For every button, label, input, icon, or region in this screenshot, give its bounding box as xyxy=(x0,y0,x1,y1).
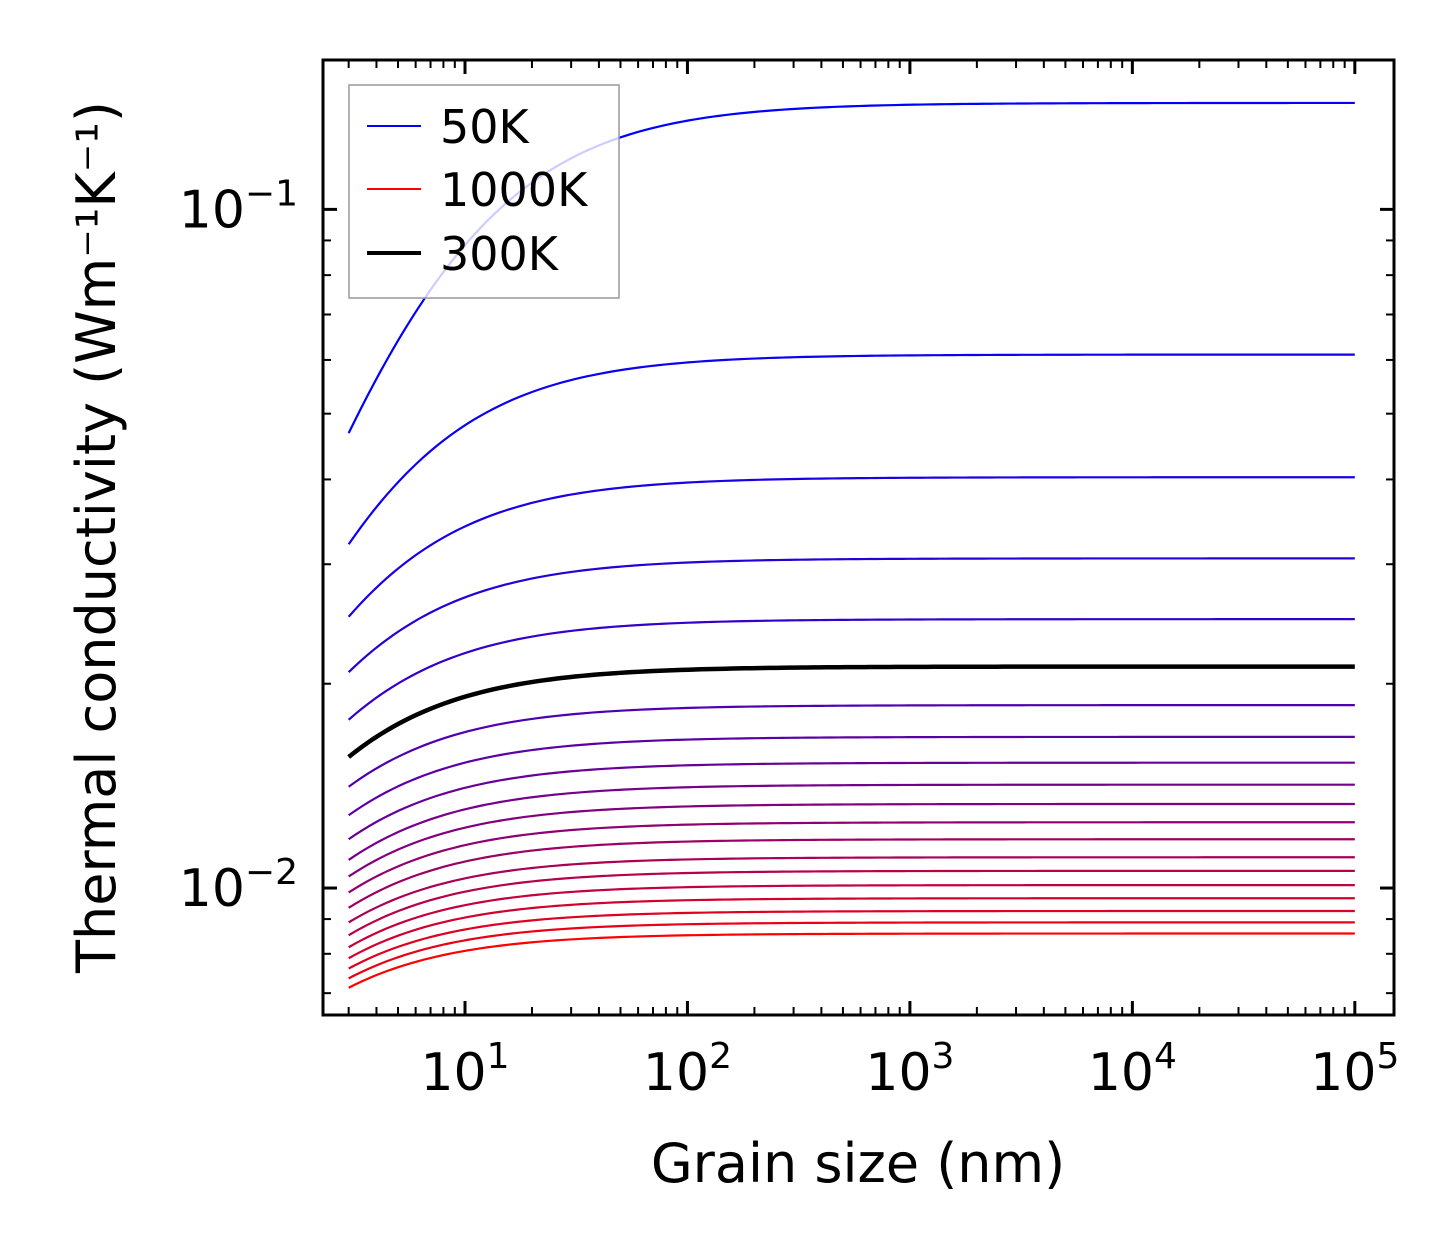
series-line-650k xyxy=(348,838,1355,909)
series-line-450k xyxy=(348,761,1355,841)
series-line-500k xyxy=(348,783,1355,861)
series-group xyxy=(347,101,1355,989)
x-tick-label: 102 xyxy=(643,1036,732,1103)
y-tick-label: 10−1 xyxy=(179,173,298,240)
series-line-300k xyxy=(347,664,1355,759)
series-line-400k xyxy=(348,735,1355,817)
series-line-900k xyxy=(348,909,1355,970)
x-tick-label: 101 xyxy=(420,1036,509,1103)
x-tick-label: 105 xyxy=(1310,1036,1399,1103)
legend: 50K 1000K 300K xyxy=(348,84,620,299)
series-line-350k xyxy=(348,704,1355,788)
series-line-100k xyxy=(347,353,1355,545)
series-line-850k xyxy=(348,897,1355,960)
tick-labels: 101 102 103 104 105 10−1 10−2 xyxy=(179,173,1400,1103)
series-line-800k xyxy=(348,884,1355,949)
series-line-150k xyxy=(347,476,1355,618)
legend-box xyxy=(348,84,620,299)
legend-label-50k: 50K xyxy=(440,100,531,154)
series-line-750k xyxy=(348,869,1355,937)
series-line-1000k xyxy=(348,932,1355,989)
y-tick-label: 10−2 xyxy=(179,852,298,919)
series-line-550k xyxy=(348,802,1355,878)
series-line-600k xyxy=(348,821,1355,894)
x-axis-label: Grain size (nm) xyxy=(651,1132,1065,1195)
series-line-200k xyxy=(347,557,1355,673)
x-tick-label: 104 xyxy=(1088,1036,1177,1103)
plot-frame xyxy=(321,58,1396,1017)
series-line-700k xyxy=(348,856,1355,924)
series-line-950k xyxy=(348,921,1355,980)
x-tick-label: 103 xyxy=(865,1036,954,1103)
series-line-250k xyxy=(347,618,1355,721)
y-axis-label: Thermal conductivity (Wm⁻¹K⁻¹) xyxy=(65,101,128,974)
legend-label-300k: 300K xyxy=(440,227,560,281)
legend-label-1000k: 1000K xyxy=(440,163,589,217)
